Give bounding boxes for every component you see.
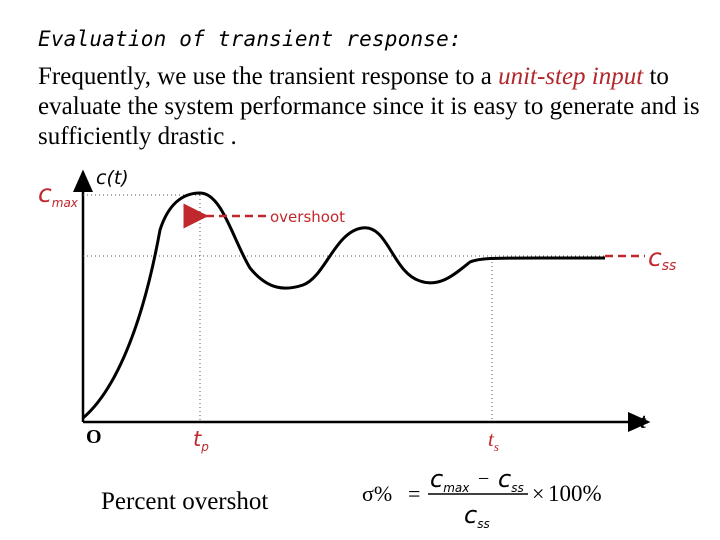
formula-denominator: css (464, 501, 490, 531)
origin-label: O (86, 426, 102, 448)
den-symbol: c (464, 501, 477, 529)
tp-subscript: p (200, 440, 209, 454)
formula-100-percent: 100% (548, 481, 602, 506)
formula-caption: Percent overshot (101, 488, 268, 515)
y-axis-label: c(t) (96, 167, 129, 189)
cmax-label: cmax (38, 179, 79, 210)
formula-equals: = (408, 481, 420, 506)
tp-label: tp (193, 427, 209, 454)
formula-numerator-b: css (498, 465, 524, 495)
cmax-symbol: c (38, 179, 52, 208)
formula-symbol: σ% (362, 481, 392, 506)
slide-heading: Evaluation of transient response: (38, 27, 462, 51)
css-symbol: c (648, 243, 662, 272)
den-subscript: ss (477, 517, 490, 531)
intro-paragraph: Frequently, we use the transient respons… (38, 62, 710, 152)
ts-symbol: t (488, 427, 495, 451)
num-a-symbol: c (430, 465, 443, 493)
num-b-subscript: ss (511, 481, 524, 495)
response-curve (82, 191, 605, 420)
paragraph-text-end: to evaluate the system performance since… (38, 63, 700, 150)
formula-minus: − (478, 468, 489, 490)
paragraph-text: Frequently, we use the transient respons… (38, 63, 499, 90)
num-a-subscript: max (443, 481, 470, 495)
ts-subscript: s (494, 439, 499, 454)
css-subscript: ss (662, 258, 677, 274)
unit-step-highlight: unit-step input (498, 63, 644, 90)
formula-numerator-a: cmax (430, 465, 470, 495)
cmax-subscript: max (52, 196, 79, 210)
formula-times: × (532, 481, 544, 506)
x-axis-label: t (640, 409, 647, 433)
num-b-symbol: c (498, 465, 511, 493)
ts-label: ts (488, 427, 499, 454)
overshoot-label: overshoot (270, 208, 345, 226)
tp-symbol: t (193, 427, 202, 451)
css-label: css (648, 243, 676, 274)
